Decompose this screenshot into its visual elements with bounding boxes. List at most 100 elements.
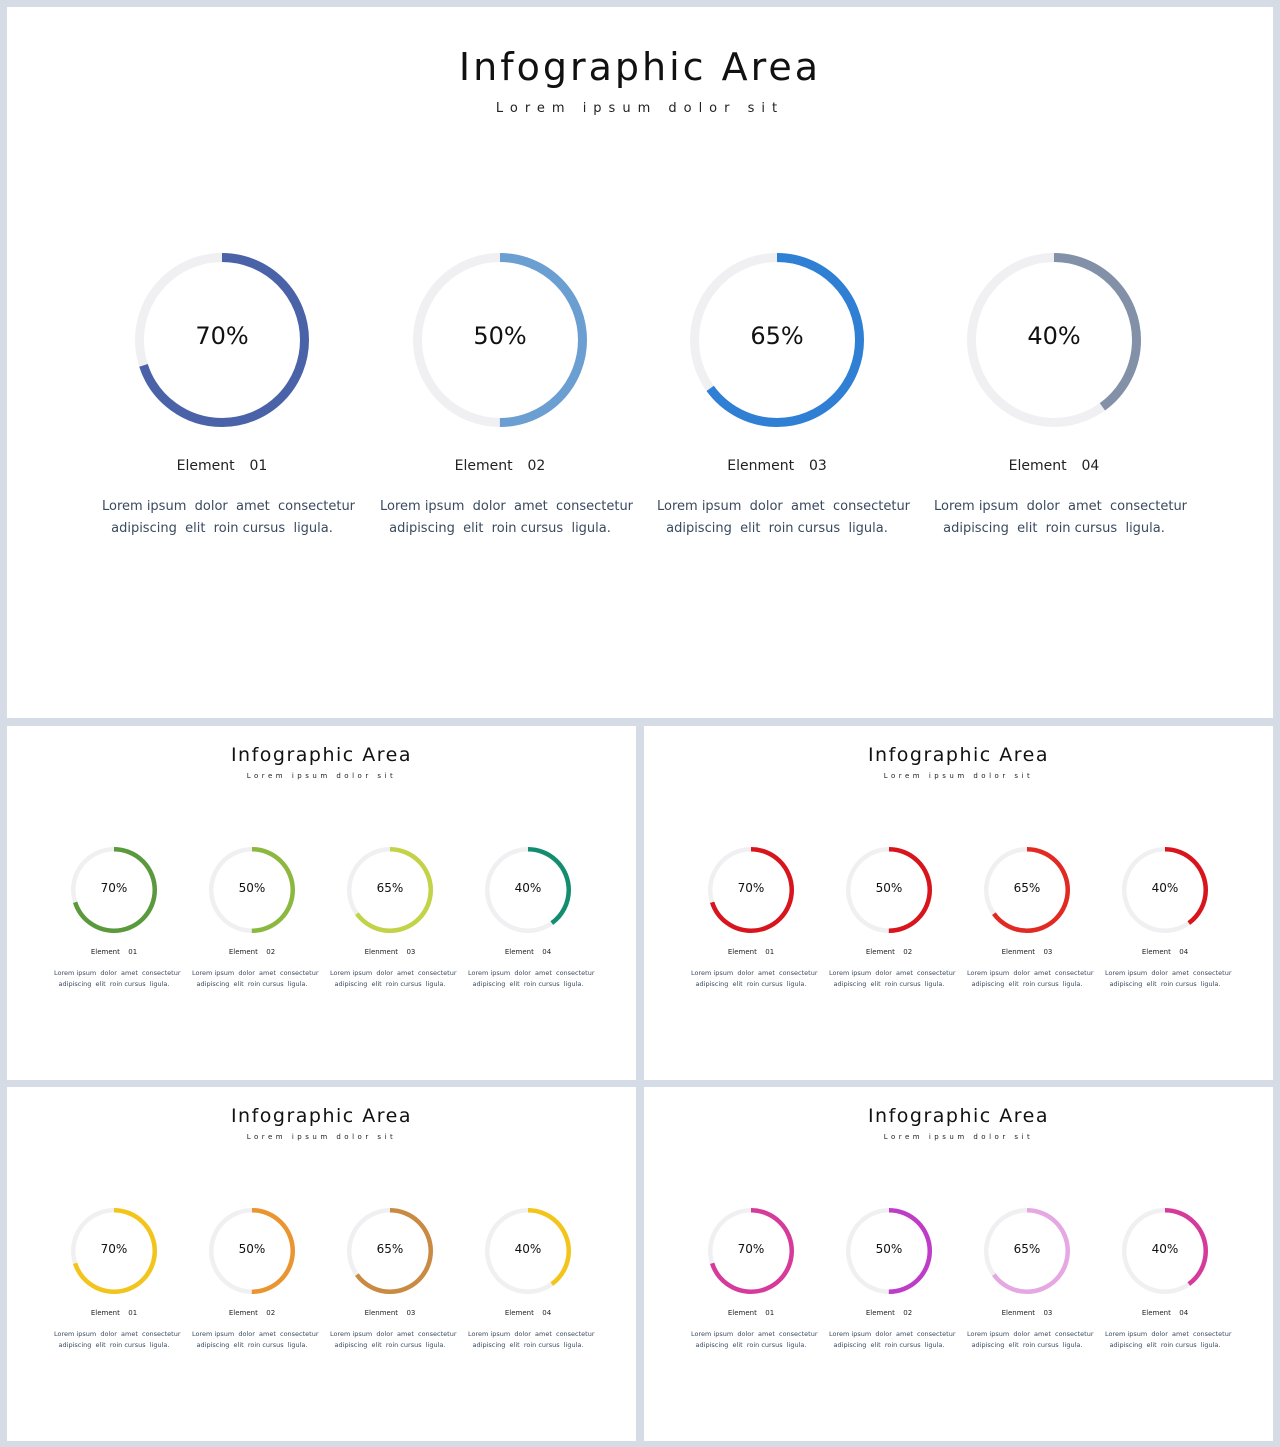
progress-ring: 40% — [966, 252, 1142, 428]
slide-subtitle: Lorem ipsum dolor sit — [495, 101, 785, 116]
slide-main: Infographic Area Lorem ipsum dolor sit 7… — [7, 7, 1273, 718]
description-line-2: adipiscing elit roin cursus ligula. — [196, 1341, 308, 1349]
ring-progress-arc — [846, 847, 932, 933]
progress-ring: 40% — [1121, 1207, 1209, 1295]
ring-progress-arc — [71, 1208, 157, 1294]
element-label: Element 02 — [865, 1309, 913, 1317]
description-line-2: adipiscing elit roin cursus ligula. — [833, 1341, 945, 1349]
slide-subtitle: Lorem ipsum dolor sit — [883, 772, 1034, 780]
percent-label: 65% — [1013, 881, 1041, 895]
percent-label: 65% — [376, 881, 404, 895]
description-line-2: adipiscing elit roin cursus ligula. — [111, 521, 333, 536]
description-line-2: adipiscing elit roin cursus ligula. — [472, 980, 584, 988]
progress-ring-graphic — [413, 253, 587, 427]
element-label: Elenment 03 — [364, 948, 416, 956]
element-label: Element 01 — [90, 948, 138, 956]
percent-label: 65% — [1013, 1242, 1041, 1256]
progress-ring: 70% — [70, 846, 158, 934]
element-label: Element 02 — [228, 1309, 276, 1317]
description-line-2: adipiscing elit roin cursus ligula. — [666, 521, 888, 536]
description-line-1: Lorem ipsum dolor amet consectetur — [380, 499, 634, 514]
percent-label: 50% — [875, 881, 903, 895]
percent-label: 70% — [737, 881, 765, 895]
element-description: Lorem ipsum dolor amet consectetur adipis… — [330, 968, 457, 990]
ring-progress-arc — [209, 1208, 295, 1294]
description-line-1: Lorem ipsum dolor amet consectetur — [330, 969, 457, 977]
slide-subtitle: Lorem ipsum dolor sit — [246, 1133, 397, 1141]
description-line-1: Lorem ipsum dolor amet consectetur — [967, 969, 1094, 977]
slide-title: Infographic Area — [230, 1105, 413, 1127]
element-description: Lorem ipsum dolor amet consectetur adipis… — [657, 496, 911, 540]
progress-ring: 70% — [707, 846, 795, 934]
description-line-1: Lorem ipsum dolor amet consectetur — [1105, 1330, 1232, 1338]
description-line-2: adipiscing elit roin cursus ligula. — [1109, 1341, 1221, 1349]
description-line-2: adipiscing elit roin cursus ligula. — [971, 1341, 1083, 1349]
progress-ring-graphic — [347, 847, 433, 933]
ring-progress-arc — [846, 1208, 932, 1294]
element-description: Lorem ipsum dolor amet consectetur adipis… — [691, 968, 818, 990]
ring-progress-arc — [690, 253, 864, 427]
description-line-2: adipiscing elit roin cursus ligula. — [1109, 980, 1221, 988]
progress-item: 40% Element 04 Lorem ipsum dolor amet cons… — [468, 846, 595, 990]
element-label: Element 02 — [454, 458, 546, 474]
progress-ring-graphic — [71, 1208, 157, 1294]
progress-ring: 50% — [208, 846, 296, 934]
ring-progress-arc — [209, 847, 295, 933]
description-line-1: Lorem ipsum dolor amet consectetur — [934, 499, 1188, 514]
description-line-1: Lorem ipsum dolor amet consectetur — [657, 499, 911, 514]
description-line-1: Lorem ipsum dolor amet consectetur — [54, 1330, 181, 1338]
ring-progress-arc — [135, 253, 309, 427]
percent-label: 40% — [1151, 881, 1179, 895]
percent-label: 70% — [737, 1242, 765, 1256]
description-line-1: Lorem ipsum dolor amet consectetur — [691, 1330, 818, 1338]
progress-ring: 50% — [208, 1207, 296, 1295]
description-line-1: Lorem ipsum dolor amet consectetur — [102, 499, 356, 514]
description-line-2: adipiscing elit roin cursus ligula. — [971, 980, 1083, 988]
progress-ring-graphic — [708, 1208, 794, 1294]
ring-progress-arc — [71, 847, 157, 933]
description-line-2: adipiscing elit roin cursus ligula. — [833, 980, 945, 988]
element-label: Element 01 — [90, 1309, 138, 1317]
description-line-2: adipiscing elit roin cursus ligula. — [334, 1341, 446, 1349]
progress-item: 50% Element 02 Lorem ipsum dolor amet cons… — [192, 1207, 319, 1351]
slide-green: Infographic Area Lorem ipsum dolor sit 7… — [7, 726, 636, 1080]
progress-ring-graphic — [1122, 847, 1208, 933]
element-description: Lorem ipsum dolor amet consectetur adipis… — [380, 496, 634, 540]
slide-title: Infographic Area — [230, 744, 413, 766]
description-line-2: adipiscing elit roin cursus ligula. — [334, 980, 446, 988]
progress-item: 65% Elenment 03 Lorem ipsum dolor amet con… — [330, 1207, 457, 1351]
element-label: Element 01 — [727, 948, 775, 956]
progress-ring: 50% — [412, 252, 588, 428]
description-line-1: Lorem ipsum dolor amet consectetur — [54, 969, 181, 977]
description-line-2: adipiscing elit roin cursus ligula. — [943, 521, 1165, 536]
progress-ring-graphic — [846, 1208, 932, 1294]
ring-progress-arc — [413, 253, 587, 427]
progress-ring-graphic — [984, 1208, 1070, 1294]
progress-ring-graphic — [690, 253, 864, 427]
progress-item: 70% Element 01 Lorem ipsum dolor amet cons… — [691, 846, 818, 990]
progress-item: 50% Element 02 Lorem ipsum dolor amet cons… — [829, 1207, 956, 1351]
element-label: Element 04 — [504, 1309, 552, 1317]
ring-progress-arc — [347, 847, 433, 933]
ring-progress-arc — [984, 847, 1070, 933]
progress-ring: 70% — [70, 1207, 158, 1295]
slide-red: Infographic Area Lorem ipsum dolor sit 7… — [644, 726, 1273, 1080]
slide-subtitle: Lorem ipsum dolor sit — [246, 772, 397, 780]
element-label: Element 01 — [176, 458, 268, 474]
progress-ring-graphic — [967, 253, 1141, 427]
progress-ring-graphic — [708, 847, 794, 933]
percent-label: 40% — [514, 881, 542, 895]
progress-item: 65% Elenment 03 Lorem ipsum dolor amet con… — [967, 846, 1094, 990]
progress-item: 40% Element 04 Lorem ipsum dolor amet cons… — [1105, 1207, 1232, 1351]
slide-subtitle: Lorem ipsum dolor sit — [883, 1133, 1034, 1141]
progress-ring: 40% — [484, 846, 572, 934]
percent-label: 65% — [750, 322, 804, 350]
slide-title: Infographic Area — [867, 744, 1050, 766]
progress-ring-graphic — [485, 1208, 571, 1294]
element-description: Lorem ipsum dolor amet consectetur adipis… — [102, 496, 356, 540]
progress-ring-graphic — [347, 1208, 433, 1294]
progress-item: 50% Element 02 Lorem ipsum dolor amet cons… — [192, 846, 319, 990]
progress-ring: 40% — [484, 1207, 572, 1295]
progress-ring-graphic — [1122, 1208, 1208, 1294]
progress-item: 70% Element 01 Lorem ipsum dolor amet cons… — [102, 252, 356, 540]
